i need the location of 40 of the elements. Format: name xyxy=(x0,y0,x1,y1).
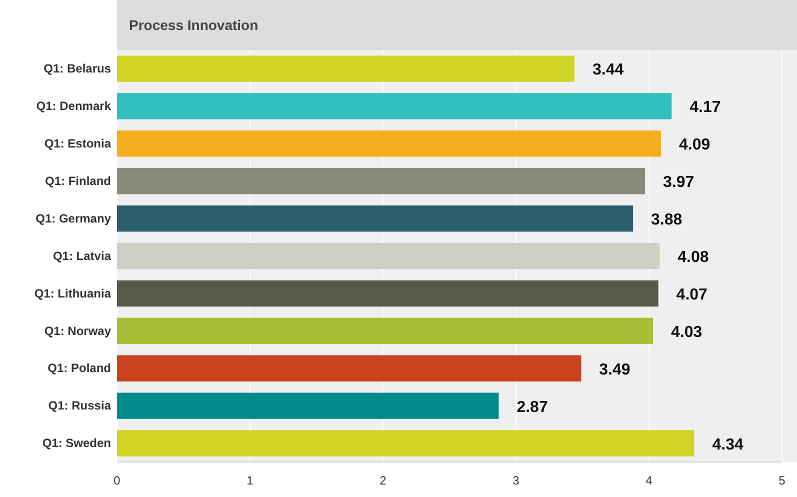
bar xyxy=(117,280,658,307)
data-label: 4.08 xyxy=(678,249,709,266)
x-tick-label: 0 xyxy=(114,474,121,488)
y-tick-label: Q1: Russia xyxy=(48,398,112,413)
bar xyxy=(117,318,653,344)
bar xyxy=(117,56,575,82)
y-tick-label: Q1: Latvia xyxy=(52,248,112,263)
y-tick-label: Q1: Poland xyxy=(48,361,111,376)
x-tick-label: 2 xyxy=(380,474,387,488)
y-tick-label: Q1: Finland xyxy=(45,174,111,188)
data-label: 4.17 xyxy=(690,99,721,116)
y-tick-label: Q1: Estonia xyxy=(44,136,112,150)
y-tick-label: Q1: Belarus xyxy=(44,62,112,76)
x-tick-label: 1 xyxy=(246,474,254,488)
bar xyxy=(117,130,661,157)
y-tick-label: Q1: Lithuania xyxy=(34,286,112,300)
data-label: 3.49 xyxy=(599,361,630,378)
data-label: 4.07 xyxy=(676,286,708,304)
bar xyxy=(117,392,499,419)
data-label: 3.97 xyxy=(663,174,694,192)
data-label: 4.34 xyxy=(712,436,744,454)
data-label: 3.44 xyxy=(592,62,624,79)
y-tick-label: Q1: Norway xyxy=(44,324,112,338)
bar xyxy=(117,355,582,382)
data-label: 3.88 xyxy=(651,212,682,229)
y-tick-label: Q1: Germany xyxy=(36,211,112,226)
bar xyxy=(117,242,660,270)
bar xyxy=(117,168,646,194)
y-tick-label: Q1: Denmark xyxy=(36,99,112,114)
x-tick-label: 5 xyxy=(778,474,786,488)
x-tick-label: 4 xyxy=(646,474,653,488)
data-label: 4.09 xyxy=(678,136,710,154)
data-label: 4.03 xyxy=(670,324,702,341)
bar xyxy=(117,93,672,120)
chart-title: Process Innovation xyxy=(129,17,258,33)
x-tick-label: 3 xyxy=(512,474,520,488)
bar xyxy=(117,430,694,456)
y-tick-label: Q1: Sweden xyxy=(42,436,111,450)
data-label: 2.87 xyxy=(516,398,548,416)
bar xyxy=(117,205,634,232)
